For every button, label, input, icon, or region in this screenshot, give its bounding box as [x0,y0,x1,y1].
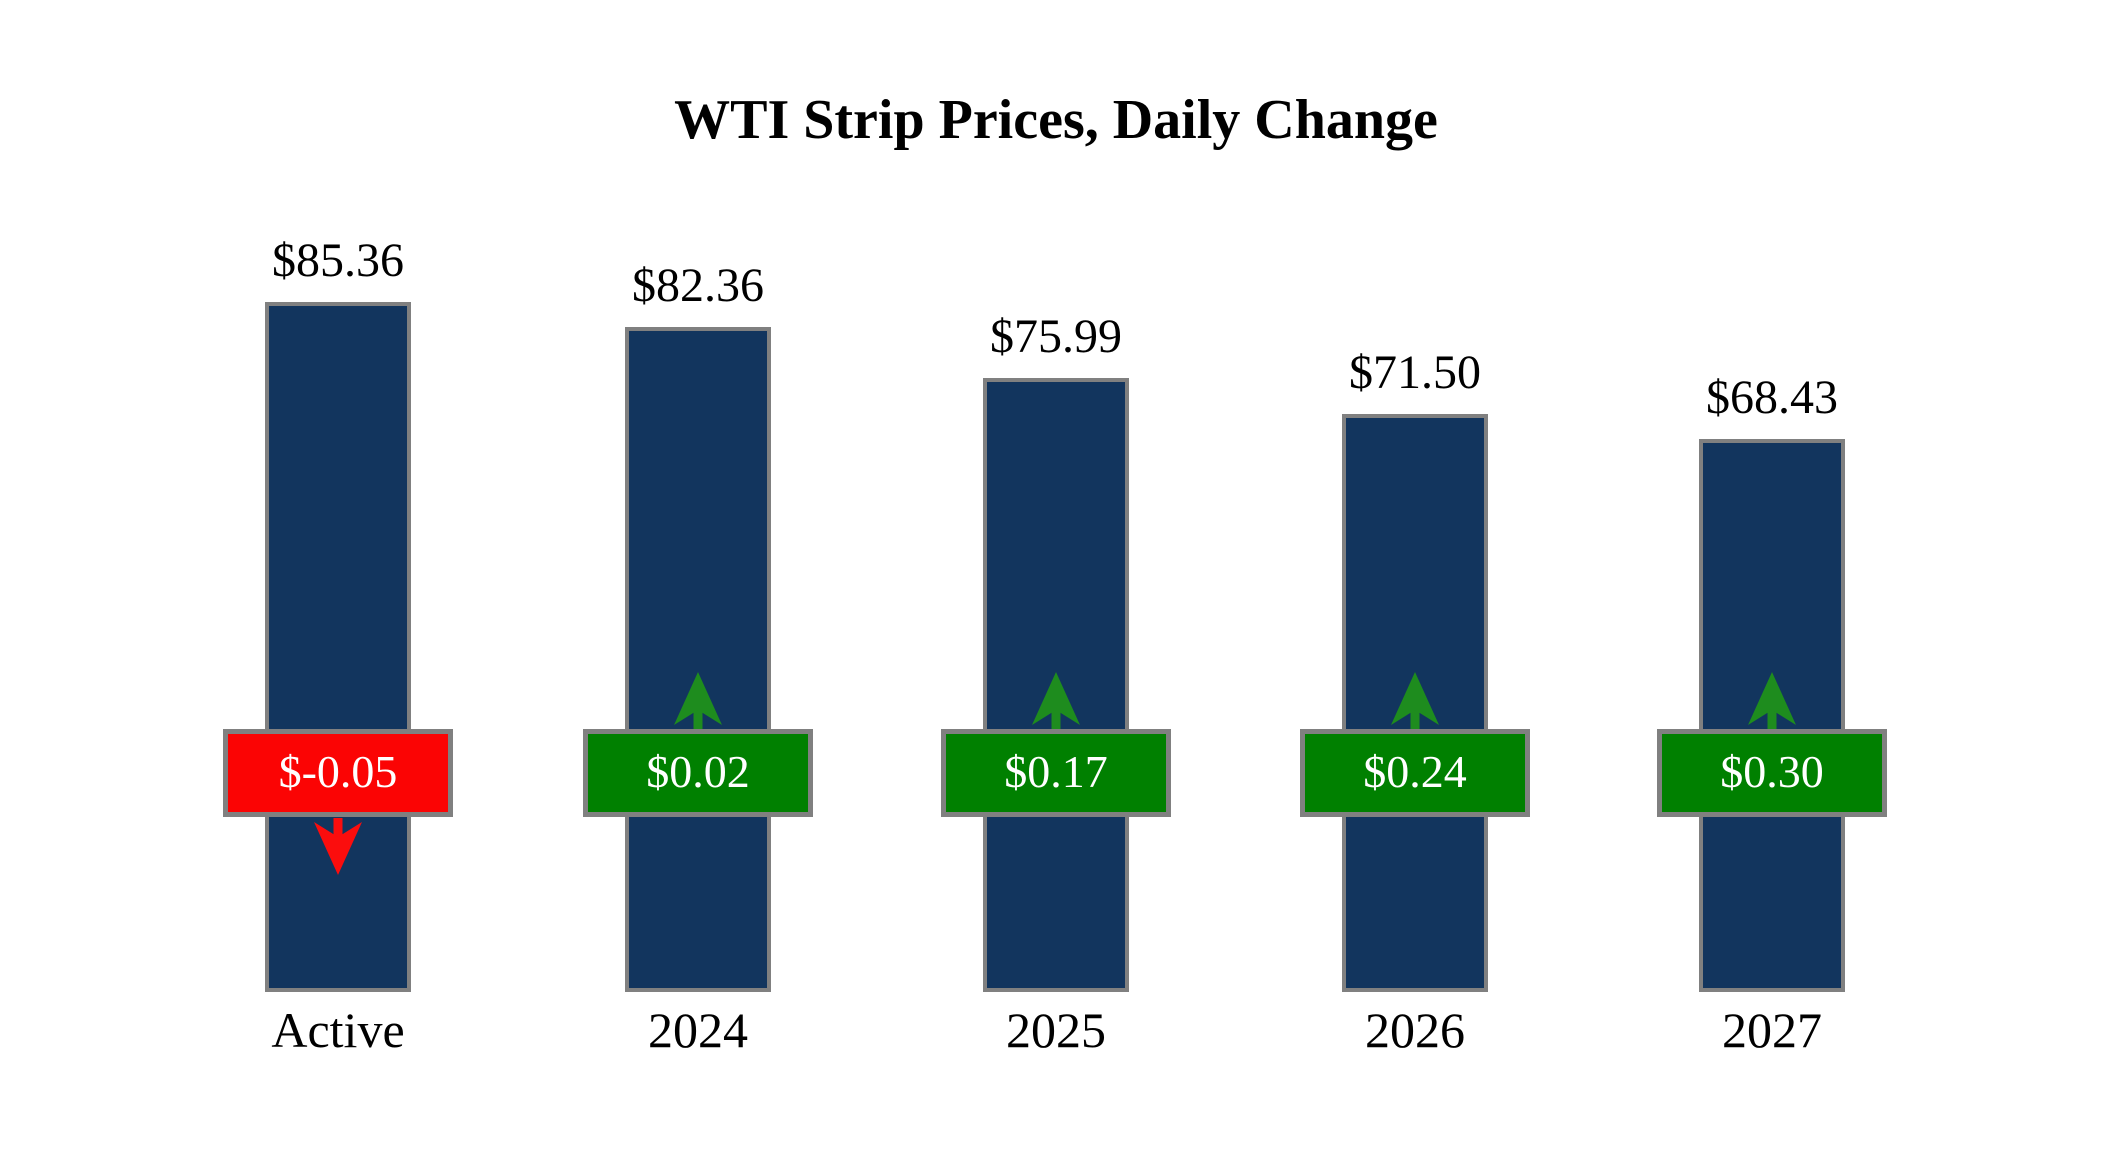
bar-active [265,302,411,992]
chart-title: WTI Strip Prices, Daily Change [674,89,1438,151]
category-label: 2024 [648,1002,748,1058]
price-label: $75.99 [990,310,1122,363]
price-label: $85.36 [272,234,404,287]
price-label: $82.36 [632,259,764,312]
up-arrow-icon [1387,672,1443,729]
price-label: $68.43 [1706,371,1838,424]
category-label: 2025 [1006,1002,1106,1058]
change-badge: $0.17 [941,729,1171,817]
category-label: Active [271,1002,405,1058]
bar-group-2024: $82.36 $0.02 2024 [578,0,818,1152]
bar-group-2026: $71.50 $0.24 2026 [1295,0,1535,1152]
category-label: 2026 [1365,1002,1465,1058]
bar-2024 [625,327,771,992]
up-arrow-icon [670,672,726,729]
bar-group-2025: $75.99 $0.17 2025 [936,0,1176,1152]
category-label: 2027 [1722,1002,1822,1058]
down-arrow-icon [310,818,366,875]
bar-group-2027: $68.43 $0.30 2027 [1652,0,1892,1152]
bar-group-active: $85.36 $-0.05 Active [218,0,458,1152]
change-badge: $-0.05 [223,729,453,817]
change-badge: $0.02 [583,729,813,817]
change-badge: $0.24 [1300,729,1530,817]
change-badge: $0.30 [1657,729,1887,817]
price-label: $71.50 [1349,346,1481,399]
up-arrow-icon [1028,672,1084,729]
up-arrow-icon [1744,672,1800,729]
